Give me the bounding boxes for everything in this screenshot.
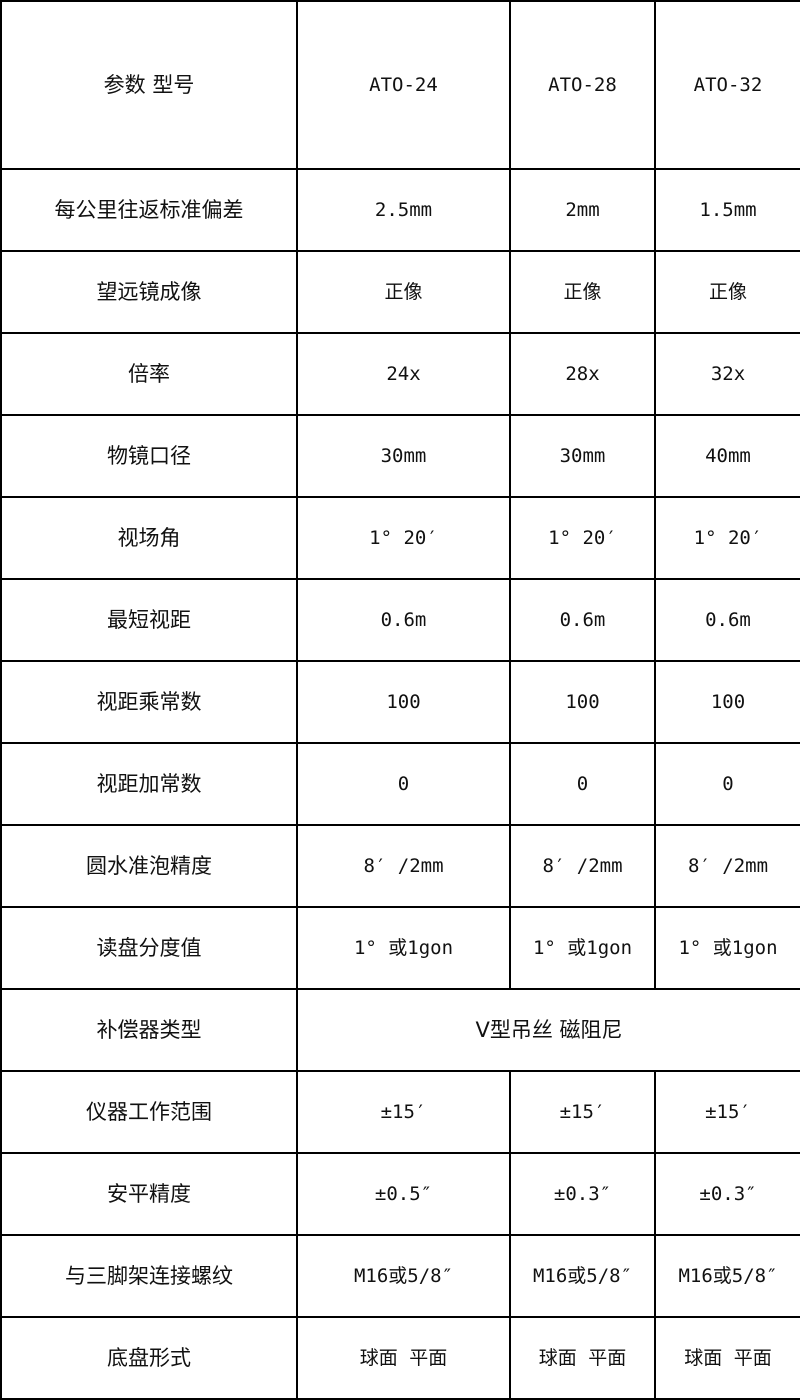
header-row: 参数 型号 ATO-24 ATO-28 ATO-32 [0,0,800,170]
table-row: 补偿器类型 V型吊丝 磁阻尼 [0,988,800,1072]
row-label-cell: 底盘形式 [0,1316,298,1400]
row-label-cell: 读盘分度值 [0,906,298,990]
model-header-cell: ATO-32 [654,0,800,170]
value-cell: 40mm [654,414,800,498]
value-cell: 球面 平面 [509,1316,656,1400]
value-cell: 8′ /2mm [296,824,511,908]
value-cell: 32x [654,332,800,416]
merged-value-cell: V型吊丝 磁阻尼 [296,988,800,1072]
value-cell: 0 [654,742,800,826]
value-cell: 0.6m [509,578,656,662]
value-cell: 1° 或1gon [654,906,800,990]
value-cell: 30mm [509,414,656,498]
value-cell: M16或5/8″ [654,1234,800,1318]
row-label-cell: 仪器工作范围 [0,1070,298,1154]
value-cell: 1.5mm [654,168,800,252]
value-cell: 0.6m [654,578,800,662]
row-label-cell: 望远镜成像 [0,250,298,334]
value-cell: ±0.5″ [296,1152,511,1236]
value-cell: 0.6m [296,578,511,662]
table-row: 读盘分度值 1° 或1gon 1° 或1gon 1° 或1gon [0,906,800,990]
value-cell: 正像 [509,250,656,334]
value-cell: 1° 20′ [296,496,511,580]
value-cell: 1° 20′ [509,496,656,580]
value-cell: 球面 平面 [296,1316,511,1400]
value-cell: ±15′ [296,1070,511,1154]
value-cell: 正像 [654,250,800,334]
row-label-cell: 视距乘常数 [0,660,298,744]
table-row: 最短视距 0.6m 0.6m 0.6m [0,578,800,662]
table-row: 物镜口径 30mm 30mm 40mm [0,414,800,498]
table-row: 底盘形式 球面 平面 球面 平面 球面 平面 [0,1316,800,1400]
value-cell: 0 [296,742,511,826]
value-cell: ±15′ [509,1070,656,1154]
value-cell: 100 [296,660,511,744]
param-header-cell: 参数 型号 [0,0,298,170]
value-cell: 2mm [509,168,656,252]
model-header-cell: ATO-28 [509,0,656,170]
row-label-cell: 视场角 [0,496,298,580]
table-row: 与三脚架连接螺纹 M16或5/8″ M16或5/8″ M16或5/8″ [0,1234,800,1318]
table-row: 每公里往返标准偏差 2.5mm 2mm 1.5mm [0,168,800,252]
row-label-cell: 视距加常数 [0,742,298,826]
value-cell: 正像 [296,250,511,334]
value-cell: 8′ /2mm [654,824,800,908]
value-cell: ±0.3″ [654,1152,800,1236]
value-cell: M16或5/8″ [296,1234,511,1318]
value-cell: 0 [509,742,656,826]
value-cell: 1° 或1gon [509,906,656,990]
table-row: 望远镜成像 正像 正像 正像 [0,250,800,334]
table-row: 安平精度 ±0.5″ ±0.3″ ±0.3″ [0,1152,800,1236]
value-cell: 28x [509,332,656,416]
value-cell: ±0.3″ [509,1152,656,1236]
value-cell: ±15′ [654,1070,800,1154]
value-cell: 1° 20′ [654,496,800,580]
value-cell: 30mm [296,414,511,498]
table-row: 倍率 24x 28x 32x [0,332,800,416]
row-label-cell: 安平精度 [0,1152,298,1236]
value-cell: 8′ /2mm [509,824,656,908]
value-cell: 2.5mm [296,168,511,252]
value-cell: 球面 平面 [654,1316,800,1400]
model-header-cell: ATO-24 [296,0,511,170]
value-cell: 100 [509,660,656,744]
row-label-cell: 圆水准泡精度 [0,824,298,908]
value-cell: 1° 或1gon [296,906,511,990]
row-label-cell: 倍率 [0,332,298,416]
table-row: 视距乘常数 100 100 100 [0,660,800,744]
row-label-cell: 最短视距 [0,578,298,662]
row-label-cell: 每公里往返标准偏差 [0,168,298,252]
value-cell: 100 [654,660,800,744]
value-cell: 24x [296,332,511,416]
row-label-cell: 与三脚架连接螺纹 [0,1234,298,1318]
table-row: 仪器工作范围 ±15′ ±15′ ±15′ [0,1070,800,1154]
table-row: 视场角 1° 20′ 1° 20′ 1° 20′ [0,496,800,580]
value-cell: M16或5/8″ [509,1234,656,1318]
row-label-cell: 物镜口径 [0,414,298,498]
table-row: 视距加常数 0 0 0 [0,742,800,826]
table-row: 圆水准泡精度 8′ /2mm 8′ /2mm 8′ /2mm [0,824,800,908]
row-label-cell: 补偿器类型 [0,988,298,1072]
